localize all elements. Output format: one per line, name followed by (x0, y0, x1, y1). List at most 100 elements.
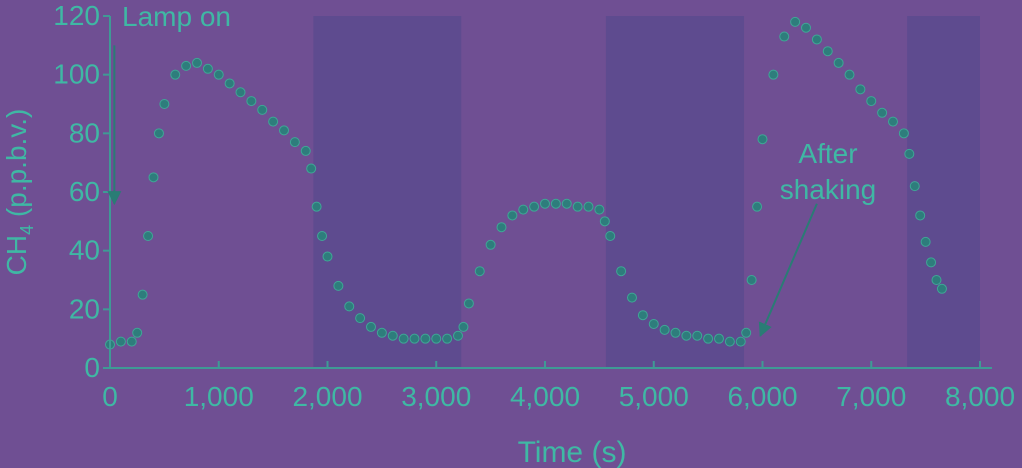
y-tick-label: 0 (84, 352, 100, 383)
x-tick-label: 2,000 (292, 381, 362, 412)
data-point (659, 324, 670, 335)
data-point (583, 201, 594, 212)
data-point (409, 333, 420, 344)
data-point (741, 327, 752, 338)
data-point (181, 60, 192, 71)
data-point (333, 280, 344, 291)
y-axis-label-units: (p.p.b.v.) (1, 109, 32, 225)
dark-period-bands (313, 16, 980, 368)
y-tick-label: 60 (69, 176, 100, 207)
annotation-label: shaking (780, 174, 877, 205)
data-point (322, 251, 333, 262)
data-point (474, 266, 485, 277)
data-point (692, 330, 703, 341)
data-point (768, 69, 779, 80)
y-axis-label-main: CH (1, 235, 32, 275)
data-point (376, 327, 387, 338)
data-point (300, 145, 311, 156)
data-point (202, 63, 213, 74)
x-axis-ticks: 0 1,000 2,000 3,000 4,000 5,000 6,000 7,000 8,00… (102, 361, 1015, 412)
data-point (915, 210, 926, 221)
data-point (366, 321, 376, 332)
data-point (648, 319, 659, 329)
dark-period-band-3 (907, 16, 980, 368)
data-point (257, 104, 268, 115)
data-point (420, 333, 431, 344)
data-point (936, 283, 947, 294)
data-point (246, 96, 257, 107)
x-tick-label: 0 (102, 381, 118, 412)
data-point (268, 116, 279, 127)
dark-period-band-1 (313, 16, 462, 368)
x-tick-label: 4,000 (510, 381, 580, 412)
data-point (833, 57, 844, 68)
y-tick-label: 120 (53, 0, 100, 31)
x-tick-label: 6,000 (727, 381, 797, 412)
data-point (311, 201, 322, 212)
data-point (779, 31, 790, 42)
data-point (822, 46, 833, 57)
y-axis-label-subscript: 4 (17, 225, 37, 235)
data-point (317, 231, 328, 241)
data-points (105, 16, 947, 350)
data-point (148, 172, 159, 183)
data-point (909, 181, 920, 192)
data-point (126, 336, 137, 347)
x-tick-label: 5,000 (619, 381, 689, 412)
data-point (540, 198, 550, 209)
y-tick-label: 20 (69, 293, 100, 324)
data-point (398, 333, 409, 344)
data-point (235, 87, 246, 98)
data-point (153, 128, 164, 139)
y-tick-label: 80 (69, 117, 100, 148)
x-tick-label: 1,000 (184, 381, 254, 412)
data-point (811, 34, 822, 45)
data-point (572, 201, 583, 212)
data-point (453, 330, 463, 341)
annotation-arrow (758, 203, 818, 338)
data-point (442, 333, 453, 344)
data-point (605, 231, 616, 241)
data-point (866, 96, 877, 107)
y-axis-label: CH4 (p.p.b.v.) (1, 109, 37, 276)
data-point (920, 236, 931, 247)
annotations: Lamp on After shaking (107, 1, 877, 338)
data-point (431, 333, 442, 344)
data-point (485, 239, 496, 250)
data-point (898, 128, 909, 139)
data-point (496, 222, 507, 233)
data-point (306, 163, 317, 174)
data-point (279, 125, 289, 136)
data-point (877, 107, 888, 118)
data-point (926, 257, 937, 268)
x-tick-label: 3,000 (401, 381, 471, 412)
data-point (746, 275, 757, 285)
dark-period-band-2 (605, 16, 745, 368)
data-point (735, 336, 746, 347)
data-point (507, 210, 518, 221)
data-point (458, 321, 469, 332)
data-point (463, 298, 474, 309)
y-tick-label: 40 (69, 235, 100, 266)
data-point (115, 336, 126, 347)
data-point (170, 69, 181, 80)
data-point (344, 301, 355, 312)
data-point (888, 116, 898, 127)
data-point (594, 204, 605, 215)
data-point (637, 310, 648, 321)
x-axis-label: Time (s) (518, 436, 627, 468)
data-point (561, 198, 572, 209)
data-point (137, 289, 148, 300)
data-point (289, 137, 300, 148)
data-point (599, 216, 610, 227)
data-point (213, 69, 224, 80)
x-tick-label: 7,000 (836, 381, 906, 412)
data-point (529, 201, 540, 212)
data-point (681, 330, 692, 341)
data-point (627, 292, 637, 303)
data-point (752, 201, 763, 212)
data-point (724, 336, 735, 347)
data-point (790, 16, 801, 27)
data-point (904, 148, 915, 159)
